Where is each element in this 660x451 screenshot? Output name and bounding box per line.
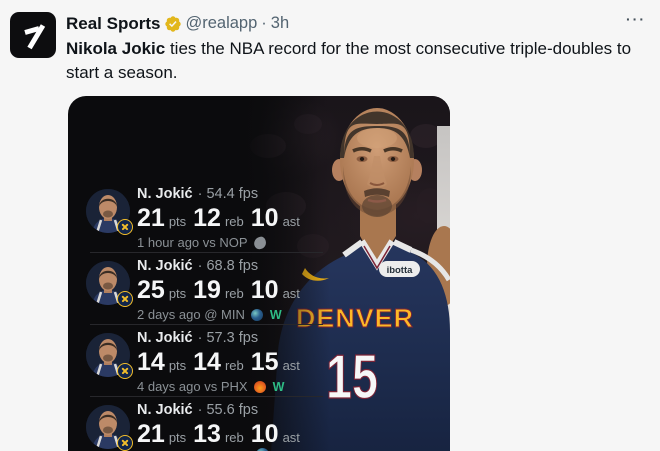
tweet-text: Nikola Jokic ties the NBA record for the…	[66, 37, 652, 85]
fps-value: · 54.4 fps	[197, 186, 259, 202]
player-avatar	[86, 189, 133, 235]
author-handle[interactable]: @realapp	[185, 14, 258, 32]
player-head	[332, 108, 422, 217]
post-header: Real Sports @realapp · 3h ··· Nikola Jok…	[0, 0, 660, 85]
nuggets-badge-icon	[117, 219, 133, 235]
vneck-trim	[359, 239, 395, 271]
author-name[interactable]: Real Sports	[66, 13, 161, 33]
sponsor-text: ibotta	[387, 265, 414, 276]
game-meta: 2 days ago @ MIN W	[137, 307, 282, 322]
fps-value: · 57.3 fps	[197, 330, 259, 346]
game-meta: 1 hour ago vs NOP	[137, 235, 307, 250]
real-app-logo-icon	[24, 24, 46, 50]
player-avatar	[86, 333, 133, 379]
nuggets-badge-icon	[117, 291, 133, 307]
stat-line: 25 pts 19 reb 10 ast	[137, 276, 300, 304]
stat-row: N. Jokić · 68.8 fps 25 pts 19 reb 10 ast 2 day…	[68, 252, 408, 324]
stat-line: 21 pts 13 reb 10 ast	[137, 420, 300, 448]
opponent-logo-cutoff-icon	[256, 448, 269, 451]
jersey-number-text: 15	[326, 343, 378, 412]
handle-separator: ·	[261, 14, 267, 32]
result-badge: W	[272, 379, 285, 394]
opponent-logo-phx-icon	[253, 380, 266, 393]
sponsor-patch	[379, 261, 420, 277]
stat-line: 14 pts 14 reb 15 ast	[137, 348, 300, 376]
stat-row: N. Jokić · 54.4 fps 21 pts 12 reb 10 ast 1 hou…	[68, 180, 408, 252]
jokic-figure: ibotta DENVER 15	[238, 96, 450, 451]
game-meta: 4 days ago vs PHX W	[137, 379, 285, 394]
opponent-logo-min-icon	[250, 308, 263, 321]
player-avatar	[86, 261, 133, 307]
tweet-text-bold: Nikola Jokic	[66, 39, 166, 58]
nuggets-badge-icon	[117, 435, 133, 451]
opponent-logo-nop-icon	[252, 235, 267, 250]
player-name: N. Jokić	[137, 186, 193, 202]
timestamp[interactable]: 3h	[270, 14, 290, 32]
stat-line: 21 pts 12 reb 10 ast	[137, 204, 300, 232]
player-photo: ibotta DENVER 15	[238, 96, 450, 451]
media-card[interactable]: ibotta DENVER 15	[68, 96, 450, 451]
stat-rows: N. Jokić · 54.4 fps 21 pts 12 reb 10 ast 1 hou…	[68, 180, 408, 451]
name-line: Real Sports @realapp · 3h	[66, 13, 620, 34]
player-name: N. Jokić	[137, 330, 193, 346]
fps-value: · 68.8 fps	[197, 258, 259, 274]
result-badge: W	[269, 307, 282, 322]
stat-row: N. Jokić · 57.3 fps 14 pts 14 reb 15 ast 4 day…	[68, 324, 408, 396]
verified-badge-icon	[164, 15, 182, 33]
author-avatar[interactable]	[10, 12, 56, 58]
stat-row: N. Jokić · 55.6 fps 21 pts 13 reb 10 ast	[68, 396, 408, 451]
tweet-text-rest: ties the NBA record for the most consecu…	[66, 39, 632, 82]
player-name: N. Jokić	[137, 402, 193, 418]
nuggets-badge-icon	[117, 363, 133, 379]
fps-value: · 55.6 fps	[197, 402, 259, 418]
player-name: N. Jokić	[137, 258, 193, 274]
more-menu-button[interactable]: ···	[626, 11, 646, 27]
player-avatar	[86, 405, 133, 451]
